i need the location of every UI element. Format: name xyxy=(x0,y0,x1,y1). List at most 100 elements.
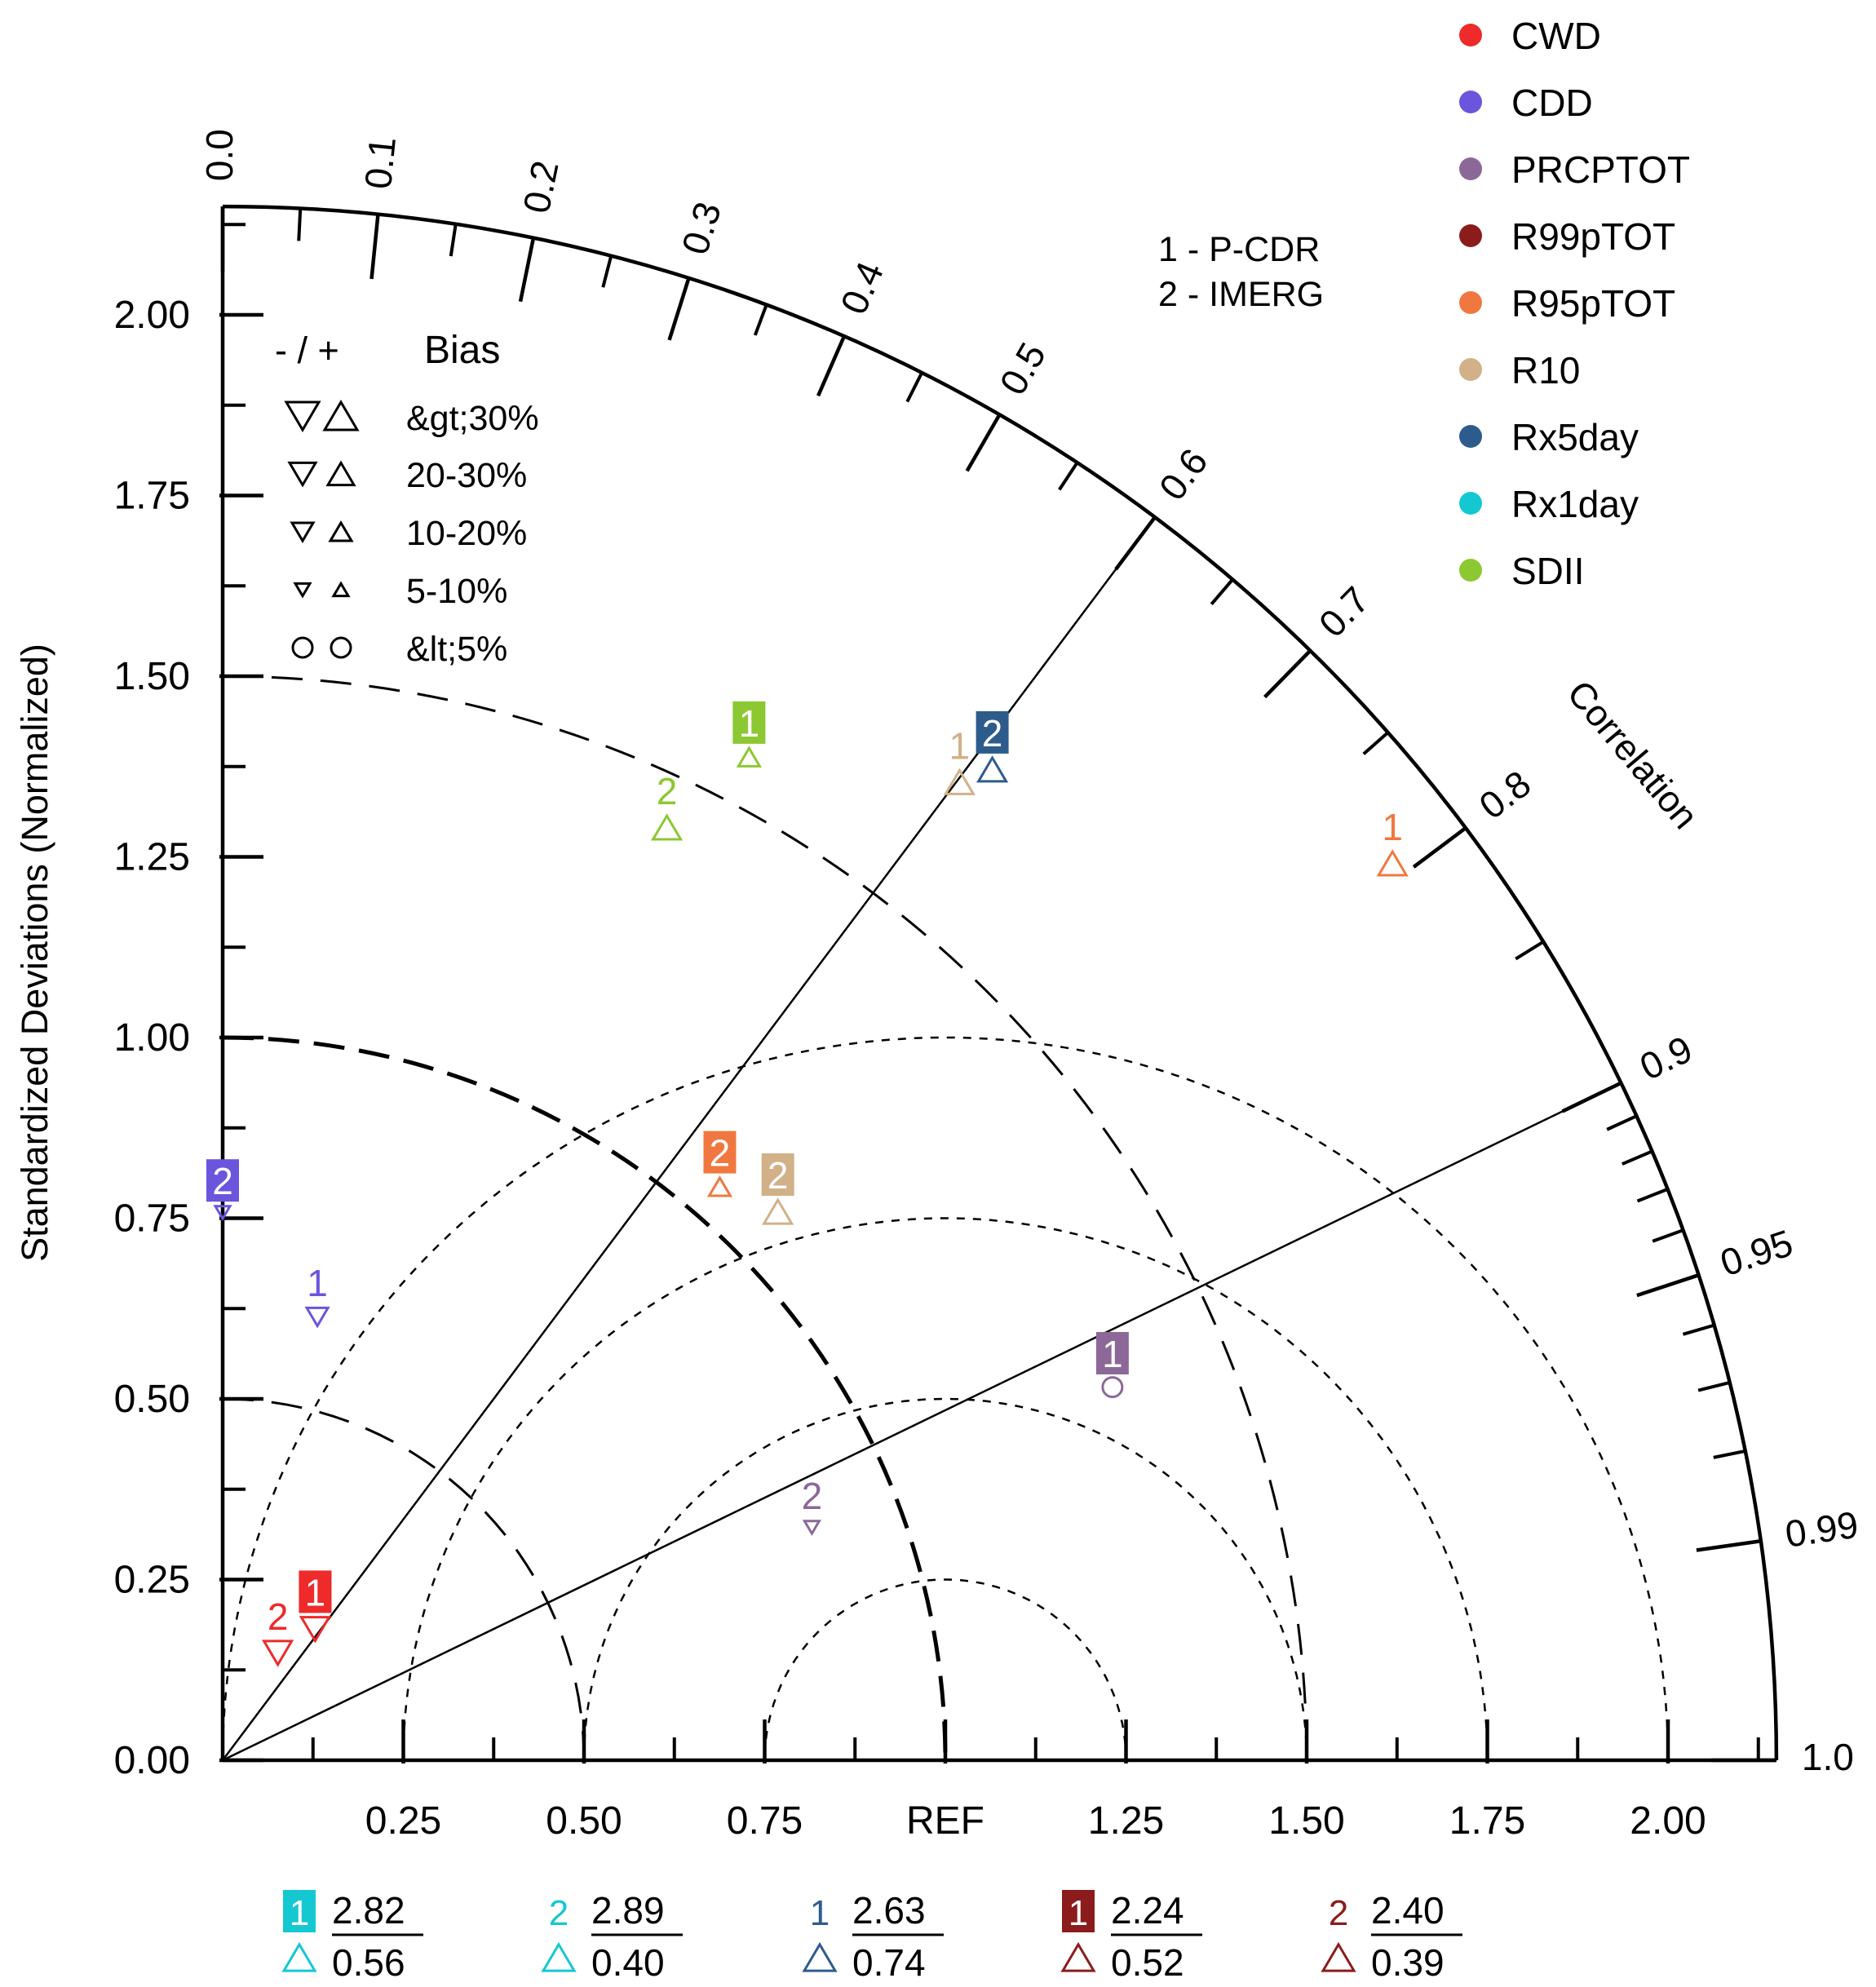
corr-minor-tick xyxy=(1362,731,1389,755)
y-tick-label: 1.50 xyxy=(114,655,190,698)
correlation-ray xyxy=(222,1082,1622,1762)
off-scale-table: 1 2.82 0.56 2 2.89 0.40 1 2.63 0.74 1 2.24 0.52 2 2.4… xyxy=(281,1889,1462,1984)
corr-major-tick xyxy=(369,214,380,280)
y-tick-label: 1.00 xyxy=(114,1016,190,1060)
corr-tick-label: 0.3 xyxy=(673,197,729,259)
corr-tick-label: 0.99 xyxy=(1782,1503,1861,1556)
off-scale-std: 2.82 xyxy=(332,1889,405,1932)
bias-marker xyxy=(213,1205,232,1222)
bias-legend-marker xyxy=(284,400,321,432)
off-scale-corr: 0.52 xyxy=(1111,1941,1184,1984)
bias-legend-marker xyxy=(322,400,360,431)
corr-major-tick xyxy=(1696,1539,1762,1552)
x-tick-label: 2.00 xyxy=(1630,1799,1706,1843)
off-scale-marker xyxy=(802,1941,838,1972)
legend-label: SDII xyxy=(1511,550,1584,592)
corr-tick-label: 0.9 xyxy=(1633,1027,1698,1088)
correlation-arc xyxy=(222,204,1779,1761)
corr-tick-label: 0.5 xyxy=(991,335,1054,401)
correlation-ray xyxy=(221,516,1156,1761)
y-axis-label: Standardized Deviations (Normalized) xyxy=(14,644,55,1262)
corr-major-tick xyxy=(1263,649,1312,699)
bias-marker xyxy=(736,746,763,768)
point-id-label: 2 xyxy=(212,1160,233,1202)
legend-label: PRCPTOT xyxy=(1511,148,1690,191)
bias-marker xyxy=(299,1616,332,1644)
grid-lines xyxy=(221,516,1670,1762)
bias-legend-marker xyxy=(331,581,351,598)
x-tick-label: 0.50 xyxy=(546,1799,622,1843)
corr-tick-label: 0.4 xyxy=(832,255,892,320)
corr-minor-tick xyxy=(449,223,458,257)
corr-major-tick xyxy=(1561,1081,1622,1113)
legend-dot xyxy=(1459,425,1482,448)
legend-dot xyxy=(1459,157,1482,180)
y-tick-label: 0.25 xyxy=(114,1559,190,1602)
legend-dot xyxy=(1459,492,1482,515)
x-tick-label: 0.25 xyxy=(365,1799,441,1843)
corr-major-tick xyxy=(816,335,847,397)
y-tick-label: 0.75 xyxy=(114,1197,190,1241)
bias-marker xyxy=(1101,1376,1124,1399)
off-scale-std: 2.24 xyxy=(1111,1889,1184,1932)
point-id-label: 1 xyxy=(810,1893,830,1933)
point-id-label: 1 xyxy=(739,702,760,745)
legend-label: Rx1day xyxy=(1511,483,1639,525)
corr-major-tick xyxy=(1636,1273,1700,1298)
point-id-box xyxy=(1095,1331,1129,1374)
legend-label: R95pTOT xyxy=(1511,282,1675,325)
legend-dot xyxy=(1459,291,1482,314)
point-id-label: 1 xyxy=(1102,1333,1123,1375)
point-id-box xyxy=(976,710,1009,754)
legend-dot xyxy=(1459,559,1482,582)
std-dev-arc xyxy=(222,1397,586,1761)
off-scale-corr: 0.39 xyxy=(1371,1941,1445,1984)
corr-tick-label: 0.0 xyxy=(198,129,241,181)
bias-marker xyxy=(1376,849,1409,877)
x-tick-label: 1.50 xyxy=(1268,1799,1344,1843)
point-id-label: 1 xyxy=(949,724,971,767)
correlation-label: Correlation xyxy=(1560,672,1707,836)
corr-minor-tick xyxy=(1697,1380,1731,1392)
off-scale-marker xyxy=(1060,1941,1096,1972)
y-tick-label: 2.00 xyxy=(114,294,190,337)
corr-minor-tick xyxy=(1682,1323,1715,1336)
bias-marker xyxy=(762,1197,794,1225)
ticks: 0.0 0.1 0.2 0.3 0.4 0.5 0.6 0.7 0.8 0.9 0.95 0.99 1.… xyxy=(114,129,1861,1843)
point-id-box xyxy=(283,1890,316,1932)
point-id-label: 2 xyxy=(657,770,678,812)
point-id-label: 1 xyxy=(290,1893,309,1933)
corr-minor-tick xyxy=(1713,1449,1746,1459)
dataset-label-2: 2 - IMERG xyxy=(1158,275,1324,314)
off-scale-marker xyxy=(1321,1941,1356,1972)
bias-row-label: 5-10% xyxy=(406,572,507,611)
corr-tick-label: 0.8 xyxy=(1471,762,1538,827)
off-scale-marker xyxy=(281,1941,317,1972)
point-id-label: 1 xyxy=(1382,806,1403,848)
legend-label: CWD xyxy=(1511,15,1601,57)
dataset-legend: 1 - P-CDR 2 - IMERG xyxy=(1158,230,1324,314)
bias-marker xyxy=(304,1306,330,1329)
x-tick-label: 1.25 xyxy=(1088,1799,1164,1843)
off-scale-std: 2.40 xyxy=(1371,1889,1445,1932)
dataset-label-1: 1 - P-CDR xyxy=(1158,230,1320,269)
bias-row-label: 20-30% xyxy=(406,456,527,495)
corr-tick-label: 0.1 xyxy=(356,135,404,191)
corr-minor-tick xyxy=(297,208,303,241)
legend-label: R99pTOT xyxy=(1511,215,1675,258)
bias-row-label: &lt;5% xyxy=(406,630,507,669)
rms-arc xyxy=(402,1217,1489,1760)
bias-legend-marker xyxy=(291,636,314,659)
corr-minor-tick xyxy=(1636,1187,1669,1203)
legend-dot xyxy=(1459,24,1482,46)
bias-legend-marker xyxy=(328,520,354,542)
corr-major-tick xyxy=(1412,826,1467,869)
bias-row-label: 10-20% xyxy=(406,514,527,553)
corr-major-tick xyxy=(965,414,1002,472)
bias-legend-marker xyxy=(325,460,356,487)
corr-major-tick xyxy=(1114,516,1157,571)
point-id-label: 1 xyxy=(307,1262,328,1304)
bias-row-label: &gt;30% xyxy=(406,399,539,438)
corr-major-tick xyxy=(518,237,536,303)
